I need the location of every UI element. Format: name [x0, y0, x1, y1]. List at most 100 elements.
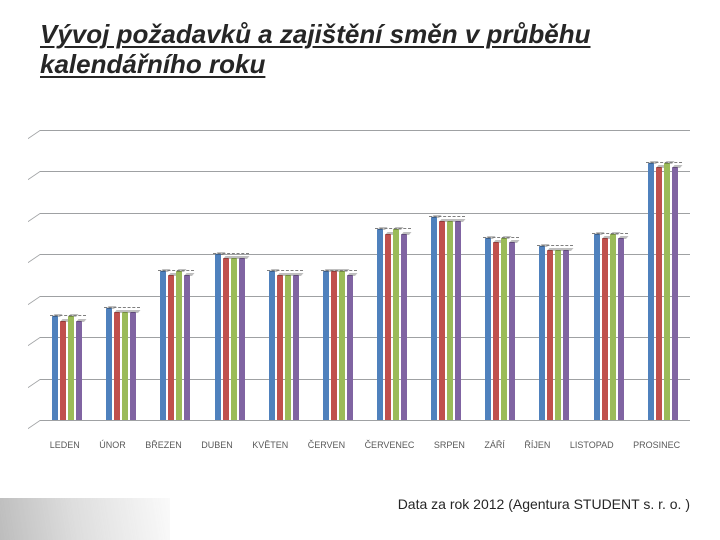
bar	[160, 271, 166, 420]
slide-title: Vývoj požadavků a zajištění směn v průbě…	[40, 20, 690, 80]
cluster-top-line	[267, 270, 303, 271]
bar	[648, 163, 654, 420]
cluster-top-line	[429, 216, 465, 217]
x-axis-label: LEDEN	[50, 440, 80, 450]
month-group	[269, 271, 299, 420]
cluster-top-line	[104, 307, 140, 308]
grid-perspective	[28, 254, 40, 263]
month-group	[215, 254, 245, 420]
cluster-top-line	[592, 233, 628, 234]
caption: Data za rok 2012 (Agentura STUDENT s. r.…	[398, 496, 690, 512]
decorative-wedge	[0, 498, 170, 540]
bar	[401, 234, 407, 420]
x-axis-label: ČERVEN	[308, 440, 345, 450]
month-group	[431, 217, 461, 420]
x-axis-label: LISTOPAD	[570, 440, 614, 450]
bar-groups	[40, 130, 690, 420]
bar	[76, 321, 82, 420]
cluster-top-line	[50, 315, 86, 316]
bar	[602, 238, 608, 420]
cluster-top-line	[537, 245, 573, 246]
x-axis-labels: LEDEN ÚNOR BŘEZEN DUBEN KVĚTEN ČERVEN ČERVENEC…	[40, 440, 690, 450]
bar	[393, 229, 399, 420]
x-axis-label: PROSINEC	[633, 440, 680, 450]
bar	[60, 321, 66, 420]
bar	[664, 163, 670, 420]
bar	[239, 258, 245, 420]
bar	[269, 271, 275, 420]
cluster-top-line	[321, 270, 357, 271]
bar	[555, 250, 561, 420]
x-axis-label: ŘÍJEN	[524, 440, 550, 450]
bar	[455, 221, 461, 420]
month-group	[160, 271, 190, 420]
bar	[285, 275, 291, 420]
x-axis-label: DUBEN	[201, 440, 233, 450]
bar	[231, 258, 237, 420]
bar	[493, 242, 499, 420]
bar	[501, 238, 507, 420]
bar	[563, 250, 569, 420]
month-group	[539, 246, 569, 420]
bar	[610, 234, 616, 420]
bar	[339, 271, 345, 420]
bar	[656, 167, 662, 420]
bar	[68, 316, 74, 420]
bar	[277, 275, 283, 420]
grid-perspective	[28, 130, 40, 139]
bar	[447, 221, 453, 420]
bar	[347, 275, 353, 420]
bar	[431, 217, 437, 420]
bar	[485, 238, 491, 420]
bar	[168, 275, 174, 420]
bar	[509, 242, 515, 420]
bar	[184, 275, 190, 420]
bar	[672, 167, 678, 420]
bar	[331, 271, 337, 420]
bar	[223, 258, 229, 420]
month-group	[52, 316, 82, 420]
grid-perspective	[28, 296, 40, 305]
bar	[114, 312, 120, 420]
cluster-top-line	[483, 237, 519, 238]
grid-perspective	[28, 171, 40, 180]
slide: Vývoj požadavků a zajištění směn v průbě…	[0, 0, 720, 540]
x-axis-label: SRPEN	[434, 440, 465, 450]
bar	[52, 316, 58, 420]
bar	[594, 234, 600, 420]
bar	[106, 308, 112, 420]
x-axis-label: BŘEZEN	[145, 440, 182, 450]
cluster-top-line	[213, 253, 249, 254]
bar	[618, 238, 624, 420]
grid-perspective	[28, 420, 40, 429]
month-group	[594, 234, 624, 420]
grid-perspective	[28, 337, 40, 346]
grid-perspective	[28, 213, 40, 222]
bar	[539, 246, 545, 420]
bar	[130, 312, 136, 420]
bar	[215, 254, 221, 420]
bar	[377, 229, 383, 420]
bar	[293, 275, 299, 420]
bar	[547, 250, 553, 420]
cluster-top-line	[646, 162, 682, 163]
cluster-top-line	[158, 270, 194, 271]
cluster-top-line	[375, 228, 411, 229]
bar	[176, 271, 182, 420]
x-axis-label: ÚNOR	[99, 440, 126, 450]
month-group	[106, 308, 136, 420]
bar	[439, 221, 445, 420]
month-group	[648, 163, 678, 420]
x-axis-label: KVĚTEN	[252, 440, 288, 450]
bar	[122, 312, 128, 420]
x-axis-label: ČERVENEC	[365, 440, 415, 450]
month-group	[377, 229, 407, 420]
chart: LEDEN ÚNOR BŘEZEN DUBEN KVĚTEN ČERVEN ČERVENEC…	[40, 130, 690, 460]
grid-line	[40, 420, 690, 421]
bar	[323, 271, 329, 420]
bar	[385, 234, 391, 420]
x-axis-label: ZÁŘÍ	[484, 440, 505, 450]
plot-area: LEDENÚNORBŘEZENDUBENKVĚTENČERVENČERVENEC…	[40, 130, 690, 420]
grid-perspective	[28, 379, 40, 388]
month-group	[323, 271, 353, 420]
